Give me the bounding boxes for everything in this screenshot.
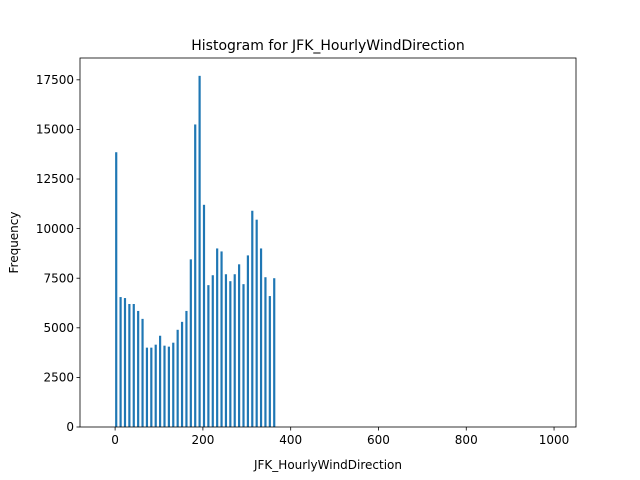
- histogram-bar-36: [273, 278, 276, 427]
- histogram-bar-2: [123, 298, 127, 427]
- histogram-bar-10: [159, 335, 162, 427]
- y-tick-label: 10000: [36, 222, 74, 236]
- y-tick-label: 12500: [36, 172, 74, 186]
- x-tick-label: 600: [367, 433, 390, 447]
- histogram-bar-5: [137, 310, 140, 427]
- chart-title: Histogram for JFK_HourlyWindDirection: [191, 38, 464, 54]
- histogram-bar-25: [224, 274, 228, 427]
- y-tick-label: 17500: [36, 73, 74, 87]
- histogram-bar-19: [198, 75, 201, 427]
- x-axis-label: JFK_HourlyWindDirection: [253, 458, 402, 472]
- bars-layer: [115, 75, 276, 428]
- histogram-bar-24: [220, 251, 223, 427]
- histogram-bar-31: [251, 210, 254, 427]
- y-axis-label: Frequency: [7, 212, 21, 274]
- histogram-bar-23: [216, 248, 219, 427]
- histogram-bar-34: [264, 277, 267, 427]
- histogram-bar-22: [211, 275, 214, 427]
- histogram-bar-32: [255, 219, 258, 427]
- y-tick-label: 5000: [43, 321, 74, 335]
- histogram-bar-7: [145, 347, 149, 427]
- y-tick-label: 15000: [36, 123, 74, 137]
- histogram-bar-28: [238, 264, 241, 427]
- y-tick-label: 7500: [43, 271, 74, 285]
- histogram-bar-0: [115, 152, 118, 428]
- histogram-bar-4: [132, 304, 135, 427]
- x-tick-label: 800: [455, 433, 478, 447]
- x-axis-ticks: 0 200 400 600 800 1000: [111, 427, 569, 447]
- histogram-bar-35: [268, 296, 271, 427]
- plot-frame: [79, 57, 577, 428]
- histogram-bar-33: [259, 248, 263, 427]
- histogram-bar-20: [202, 204, 206, 427]
- x-tick-label: 1000: [539, 433, 570, 447]
- histogram-bar-3: [128, 304, 131, 427]
- histogram-bar-14: [176, 329, 179, 427]
- histogram-bar-18: [194, 124, 197, 428]
- histogram-bar-13: [172, 342, 175, 427]
- x-tick-label: 400: [279, 433, 302, 447]
- histogram-bar-15: [180, 321, 184, 427]
- y-tick-label: 2500: [43, 371, 74, 385]
- histogram-bar-27: [233, 274, 236, 427]
- x-tick-label: 0: [111, 433, 119, 447]
- histogram-bar-12: [167, 346, 170, 427]
- y-axis-ticks: 0 2500 5000 7500 10000 12500 15000 17500: [36, 73, 80, 434]
- histogram-bar-9: [154, 344, 157, 427]
- histogram-bar-17: [189, 259, 192, 427]
- histogram-bar-8: [150, 347, 153, 427]
- histogram-bar-26: [229, 281, 232, 427]
- histogram-bar-11: [163, 345, 166, 427]
- histogram-bar-30: [246, 255, 249, 427]
- histogram-bar-16: [185, 310, 188, 427]
- histogram-bar-1: [119, 297, 122, 427]
- histogram-bar-29: [242, 284, 245, 427]
- histogram-bar-6: [141, 318, 144, 427]
- histogram-bar-21: [207, 285, 210, 427]
- x-tick-label: 200: [191, 433, 214, 447]
- y-tick-label: 0: [66, 420, 74, 434]
